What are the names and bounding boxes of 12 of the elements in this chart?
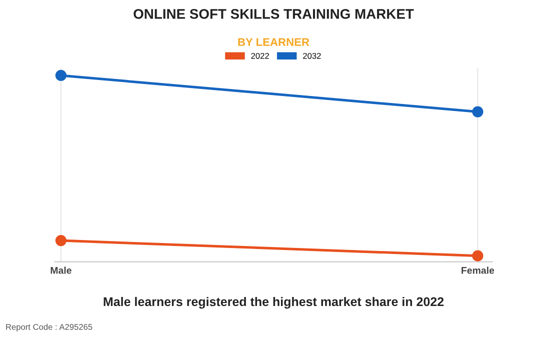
x-tick-label: Female	[462, 266, 494, 274]
chart-title: ONLINE SOFT SKILLS TRAINING MARKET	[134, 9, 414, 19]
point	[55, 70, 67, 82]
legend-label: 2022	[251, 52, 269, 59]
point	[472, 106, 484, 118]
point	[55, 235, 67, 246]
x-tick-label: Male	[50, 266, 72, 274]
legend-label: 2032	[303, 52, 321, 59]
text: Report Code : A295265	[6, 324, 92, 332]
chart-subtitle: BY LEARNER	[238, 38, 310, 46]
point	[472, 250, 484, 262]
text: Male learners registered the highest market share in 2022	[104, 296, 444, 309]
